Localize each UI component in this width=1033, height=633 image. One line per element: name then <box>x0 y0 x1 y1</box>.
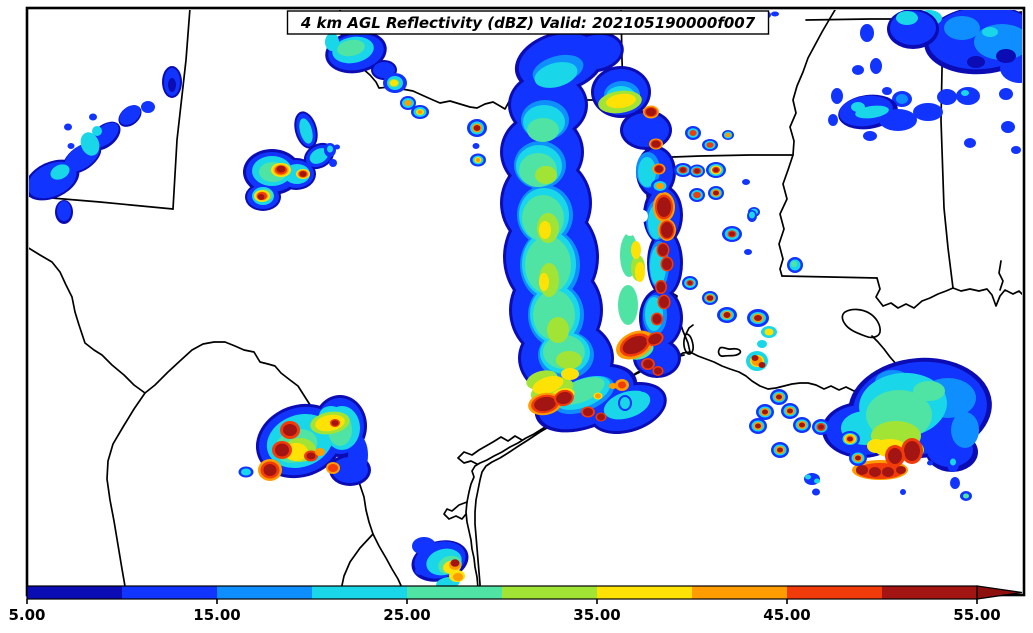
colorbar: 5.00 15.00 25.00 35.00 45.00 55.00 <box>8 585 1023 624</box>
colorbar-segment-50-55 <box>882 586 978 599</box>
colorbar-outline <box>26 585 978 600</box>
echo-cluster-central-texas <box>243 111 340 211</box>
colorbar-tick-labels: 5.00 15.00 25.00 35.00 45.00 55.00 <box>8 606 1000 624</box>
colorbar-tick-label: 5.00 <box>8 606 45 624</box>
corpus-christi-bay <box>443 501 468 520</box>
boundary-pearl-river <box>875 277 884 307</box>
title-box: 4 km AGL Reflectivity (dBZ) Valid: 20210… <box>286 10 770 35</box>
echo-cluster-mississippi-alabama <box>747 10 1022 273</box>
title-box-background <box>286 10 770 35</box>
boundary-nm-tx <box>172 10 191 210</box>
echo-cluster-red-river <box>324 30 429 167</box>
colorbar-tick-label: 15.00 <box>193 606 240 624</box>
boundary-tx-coast <box>465 351 691 589</box>
colorbar-tick-label: 25.00 <box>383 606 430 624</box>
boundary-mississippi-river <box>778 10 836 277</box>
echo-cluster-south-texas <box>238 395 371 486</box>
plot-title: 4 km AGL Reflectivity (dBZ) Valid: 20210… <box>300 14 756 32</box>
colorbar-segment-10-15 <box>122 586 218 599</box>
boundary-mexico-state-b <box>340 533 374 591</box>
colorbar-segment-45-50 <box>787 586 883 599</box>
boundary-ms-al-coast <box>882 287 1022 309</box>
colorbar-tick-label: 45.00 <box>763 606 810 624</box>
squall-core-chain <box>528 105 676 422</box>
matagorda-bay <box>457 435 523 465</box>
echo-squall-line-east-texas <box>500 30 683 434</box>
boundary-ar-la <box>645 154 794 159</box>
colorbar-segment-30-35 <box>502 586 598 599</box>
boundary-ms-al <box>940 18 954 289</box>
boundary-rio-grande <box>29 247 404 591</box>
echo-cluster-tx-coast <box>411 537 469 590</box>
echo-cluster-louisiana <box>822 357 992 480</box>
calcasieu-lake <box>717 346 742 357</box>
boundary-la-ms <box>781 275 878 279</box>
radar-echoes <box>29 10 1022 590</box>
colorbar-segment-35-40 <box>597 586 693 599</box>
colorbar-segment-15-20 <box>217 586 313 599</box>
echo-small-cell-group <box>749 389 867 466</box>
echo-cells-east-of-squall <box>651 126 760 305</box>
echo-cluster-new-mexico <box>29 66 182 224</box>
colorbar-segment-5-10 <box>27 586 123 599</box>
sabine-lake <box>683 324 695 355</box>
colorbar-segment-25-30 <box>407 586 503 599</box>
colorbar-tick-label: 35.00 <box>573 606 620 624</box>
colorbar-segment-40-45 <box>692 586 788 599</box>
boundary-mexico-state-a <box>106 392 146 593</box>
colorbar-tick-label: 55.00 <box>953 606 1000 624</box>
colorbar-overflow-arrow <box>976 585 1023 600</box>
lake-pontchartrain <box>841 308 881 339</box>
colorbar-ticks <box>26 599 978 604</box>
squall-weak-echo-holes <box>620 177 648 236</box>
echo-cells-louisiana-outliers <box>717 307 972 501</box>
colorbar-segment-20-25 <box>312 586 408 599</box>
boundary-al-fl <box>998 260 1004 291</box>
colorbar-segments <box>27 586 978 599</box>
